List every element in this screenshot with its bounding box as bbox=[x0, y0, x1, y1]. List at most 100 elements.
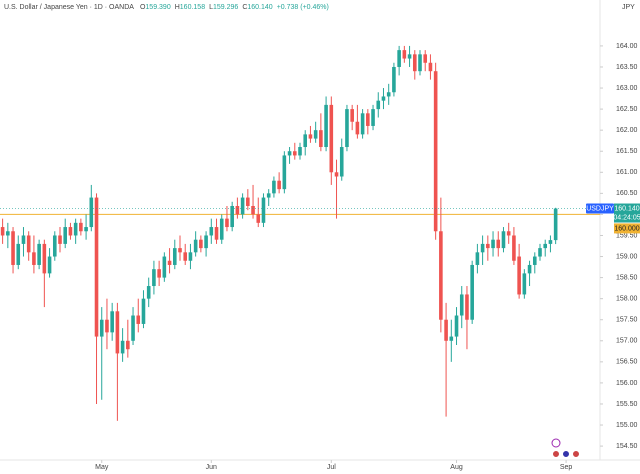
candle-body bbox=[339, 147, 344, 177]
candle-body bbox=[261, 197, 266, 223]
candle-body bbox=[371, 109, 375, 126]
candle-body bbox=[376, 100, 381, 110]
symbol-tag bbox=[586, 203, 614, 214]
candle-body bbox=[287, 151, 292, 156]
candle-body bbox=[246, 197, 250, 206]
candle-body bbox=[496, 239, 501, 249]
candle-body bbox=[199, 239, 203, 249]
y-tick-label: 158.00 bbox=[616, 296, 638, 303]
candle-body bbox=[386, 92, 391, 97]
candle-body bbox=[219, 218, 224, 240]
candle-body bbox=[68, 227, 73, 236]
ohlc-value: 159.390 bbox=[145, 4, 170, 11]
candle-body bbox=[381, 96, 386, 101]
candle-body bbox=[360, 113, 365, 135]
candle-body bbox=[89, 197, 94, 228]
candle-body bbox=[392, 66, 396, 93]
y-tick-label: 163.00 bbox=[616, 85, 638, 92]
candle-body bbox=[486, 243, 490, 249]
candle-body bbox=[99, 319, 104, 337]
candle-body bbox=[402, 50, 407, 59]
candle-body bbox=[178, 248, 182, 253]
candle-body bbox=[553, 208, 558, 241]
candle-body bbox=[172, 248, 177, 265]
ohlc-value: 160.140 bbox=[247, 4, 272, 11]
candle-body bbox=[444, 319, 448, 341]
candle-body bbox=[345, 109, 349, 148]
ohlc-key: H bbox=[175, 4, 180, 11]
candle-body bbox=[506, 231, 511, 236]
candle-body bbox=[439, 231, 443, 320]
candle-body bbox=[334, 172, 339, 177]
candle-body bbox=[37, 243, 41, 265]
x-tick-label: Sep bbox=[560, 464, 573, 471]
candle-body bbox=[188, 252, 193, 261]
candle-body bbox=[193, 239, 198, 253]
candle-body bbox=[548, 240, 553, 244]
y-tick-label: 163.50 bbox=[616, 64, 638, 71]
candle-body bbox=[52, 235, 57, 257]
candle-body bbox=[167, 260, 172, 265]
candle-body bbox=[543, 243, 548, 249]
candle-body bbox=[465, 294, 469, 320]
y-tick-label: 162.00 bbox=[616, 127, 638, 134]
candle-body bbox=[277, 180, 281, 190]
candle-body bbox=[308, 134, 313, 139]
candle-body bbox=[251, 205, 255, 215]
candle-body bbox=[209, 227, 214, 236]
candle-body bbox=[266, 193, 271, 198]
candle-body bbox=[418, 54, 422, 72]
candle-body bbox=[136, 315, 141, 324]
candle-body bbox=[16, 243, 21, 265]
ohlc-key: O bbox=[140, 4, 146, 11]
candle-body bbox=[110, 311, 114, 333]
candle-body bbox=[407, 54, 412, 59]
candle-body bbox=[235, 205, 240, 215]
candle-body bbox=[303, 134, 308, 148]
candle-body bbox=[366, 113, 370, 126]
candle-body bbox=[42, 243, 47, 274]
candle-body bbox=[470, 264, 474, 320]
y-tick-label: 156.50 bbox=[616, 359, 638, 366]
candle-body bbox=[32, 252, 36, 265]
y-tick-label: 155.00 bbox=[616, 422, 638, 429]
countdown-label: 04:24:05 bbox=[613, 214, 640, 221]
candle-body bbox=[47, 256, 52, 274]
x-tick-label: Jun bbox=[206, 464, 217, 471]
candle-body bbox=[459, 294, 464, 316]
candle-body bbox=[350, 109, 354, 122]
y-tick-label: 160.50 bbox=[616, 190, 638, 197]
candle-body bbox=[26, 235, 31, 253]
candle-body bbox=[6, 231, 10, 236]
candle-body bbox=[319, 130, 323, 148]
candle-body bbox=[292, 151, 297, 156]
candle-body bbox=[501, 231, 506, 249]
candle-body bbox=[329, 104, 334, 173]
candle-body bbox=[454, 315, 459, 337]
hline-tag bbox=[614, 223, 640, 234]
candle-body bbox=[230, 205, 234, 228]
y-tick-label: 159.00 bbox=[616, 253, 638, 260]
candle-body bbox=[256, 214, 261, 223]
candle-body bbox=[512, 235, 516, 261]
y-tick-label: 157.00 bbox=[616, 338, 638, 345]
candle-body bbox=[538, 248, 542, 257]
y-tick-label: 159.50 bbox=[616, 232, 638, 239]
chart-title: U.S. Dollar / Japanese Yen · 1D · OANDA bbox=[4, 4, 134, 11]
candle-body bbox=[272, 180, 276, 194]
candle-body bbox=[183, 252, 188, 261]
candle-body bbox=[225, 218, 229, 228]
y-tick-label: 161.00 bbox=[616, 169, 638, 176]
hline-label: 160.000 bbox=[614, 225, 639, 232]
candle-body bbox=[141, 298, 146, 324]
candle-body bbox=[313, 130, 318, 139]
candle-body bbox=[324, 104, 328, 148]
ohlc-key: L bbox=[209, 4, 213, 11]
y-tick-label: 161.50 bbox=[616, 148, 638, 155]
candle-body bbox=[423, 54, 428, 63]
candle-body bbox=[157, 269, 161, 278]
y-tick-label: 156.00 bbox=[616, 380, 638, 387]
candle-body bbox=[63, 227, 68, 244]
candle-body bbox=[73, 222, 78, 236]
